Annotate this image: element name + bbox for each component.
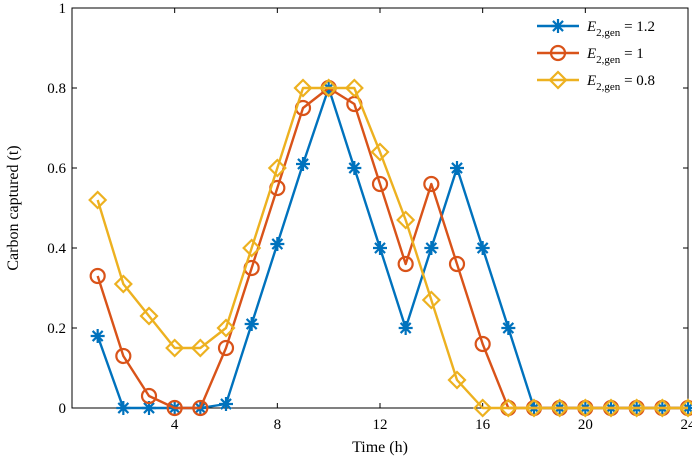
x-tick-label: 8 — [274, 417, 282, 433]
data-point-marker — [267, 158, 287, 178]
data-point-marker — [421, 290, 441, 310]
data-point-marker — [217, 339, 235, 357]
legend-label: E2,gen = 1 — [586, 46, 644, 66]
data-point-marker — [244, 317, 259, 331]
data-point-marker — [678, 398, 692, 418]
data-point-marker — [601, 398, 621, 418]
data-point-marker — [165, 338, 185, 358]
series-3 — [88, 78, 692, 418]
data-point-marker — [166, 399, 183, 417]
series-line — [96, 86, 688, 410]
data-point-marker — [139, 306, 159, 326]
data-point-marker — [397, 255, 414, 273]
y-axis-title: Carbon captured (t) — [5, 145, 22, 270]
data-point-marker — [498, 398, 518, 418]
data-point-marker — [473, 398, 493, 418]
data-point-marker — [474, 335, 491, 353]
data-point-marker — [575, 398, 595, 418]
data-point-marker — [447, 370, 467, 390]
data-point-marker — [550, 398, 570, 418]
data-point-marker — [627, 398, 647, 418]
legend-entry: E2,gen = 1 — [537, 44, 644, 66]
legend-entry: E2,gen = 1.2 — [537, 19, 655, 39]
y-tick-label: 0.4 — [47, 241, 66, 257]
data-point-marker — [370, 142, 390, 162]
x-tick-label: 24 — [681, 417, 692, 433]
data-point-marker — [113, 274, 133, 294]
data-point-marker — [293, 78, 313, 98]
data-point-marker — [396, 210, 416, 230]
data-point-marker — [347, 161, 362, 175]
data-point-marker — [142, 401, 156, 415]
data-point-marker — [242, 238, 262, 258]
data-point-marker — [344, 78, 364, 98]
data-point-marker — [296, 157, 310, 171]
data-point-marker — [319, 78, 339, 98]
legend-marker — [551, 19, 565, 33]
data-point-marker — [270, 237, 285, 251]
x-axis-title: Time (h) — [352, 439, 408, 456]
x-tick-label: 20 — [578, 417, 593, 433]
legend-label: E2,gen = 0.8 — [586, 73, 655, 93]
legend-label: E2,gen = 1.2 — [586, 19, 655, 39]
data-point-marker — [216, 318, 236, 338]
data-point-marker — [192, 399, 209, 417]
data-point-marker — [140, 387, 158, 405]
data-point-marker — [219, 397, 233, 411]
legend-marker — [548, 70, 568, 90]
x-tick-label: 16 — [475, 417, 491, 433]
y-tick-label: 0.6 — [47, 161, 66, 177]
data-point-marker — [524, 398, 544, 418]
plot-area-frame — [71, 7, 689, 409]
data-point-marker — [116, 401, 131, 415]
data-point-marker — [89, 267, 106, 285]
y-axis: 0 0.2 0.4 0.6 0.8 1 — [47, 1, 688, 417]
data-point-marker — [652, 398, 672, 418]
data-point-marker — [371, 175, 389, 193]
data-point-marker — [398, 321, 413, 335]
data-point-marker — [190, 338, 210, 358]
y-tick-label: 0.8 — [47, 81, 66, 97]
data-point-marker — [115, 347, 132, 365]
data-point-marker — [424, 241, 439, 255]
data-point-marker — [88, 190, 108, 210]
data-point-marker — [475, 241, 490, 255]
y-tick-label: 1 — [59, 1, 67, 17]
data-point-marker — [450, 161, 464, 175]
y-tick-label: 0 — [59, 401, 67, 417]
x-axis: 4 8 12 16 20 24 — [171, 8, 692, 433]
legend: E2,gen = 1.2 E2,gen = 1 E2,gen = 0.8 — [537, 19, 655, 93]
series-layer — [88, 78, 692, 418]
y-tick-label: 0.2 — [47, 321, 66, 337]
legend-entry: E2,gen = 0.8 — [537, 70, 655, 93]
x-tick-label: 12 — [373, 417, 388, 433]
data-point-marker — [501, 321, 516, 335]
data-point-marker — [90, 329, 105, 343]
data-point-marker — [448, 255, 466, 273]
x-tick-label: 4 — [171, 417, 179, 433]
legend-marker — [549, 44, 567, 62]
data-point-marker — [373, 241, 387, 255]
data-point-marker — [423, 175, 440, 193]
